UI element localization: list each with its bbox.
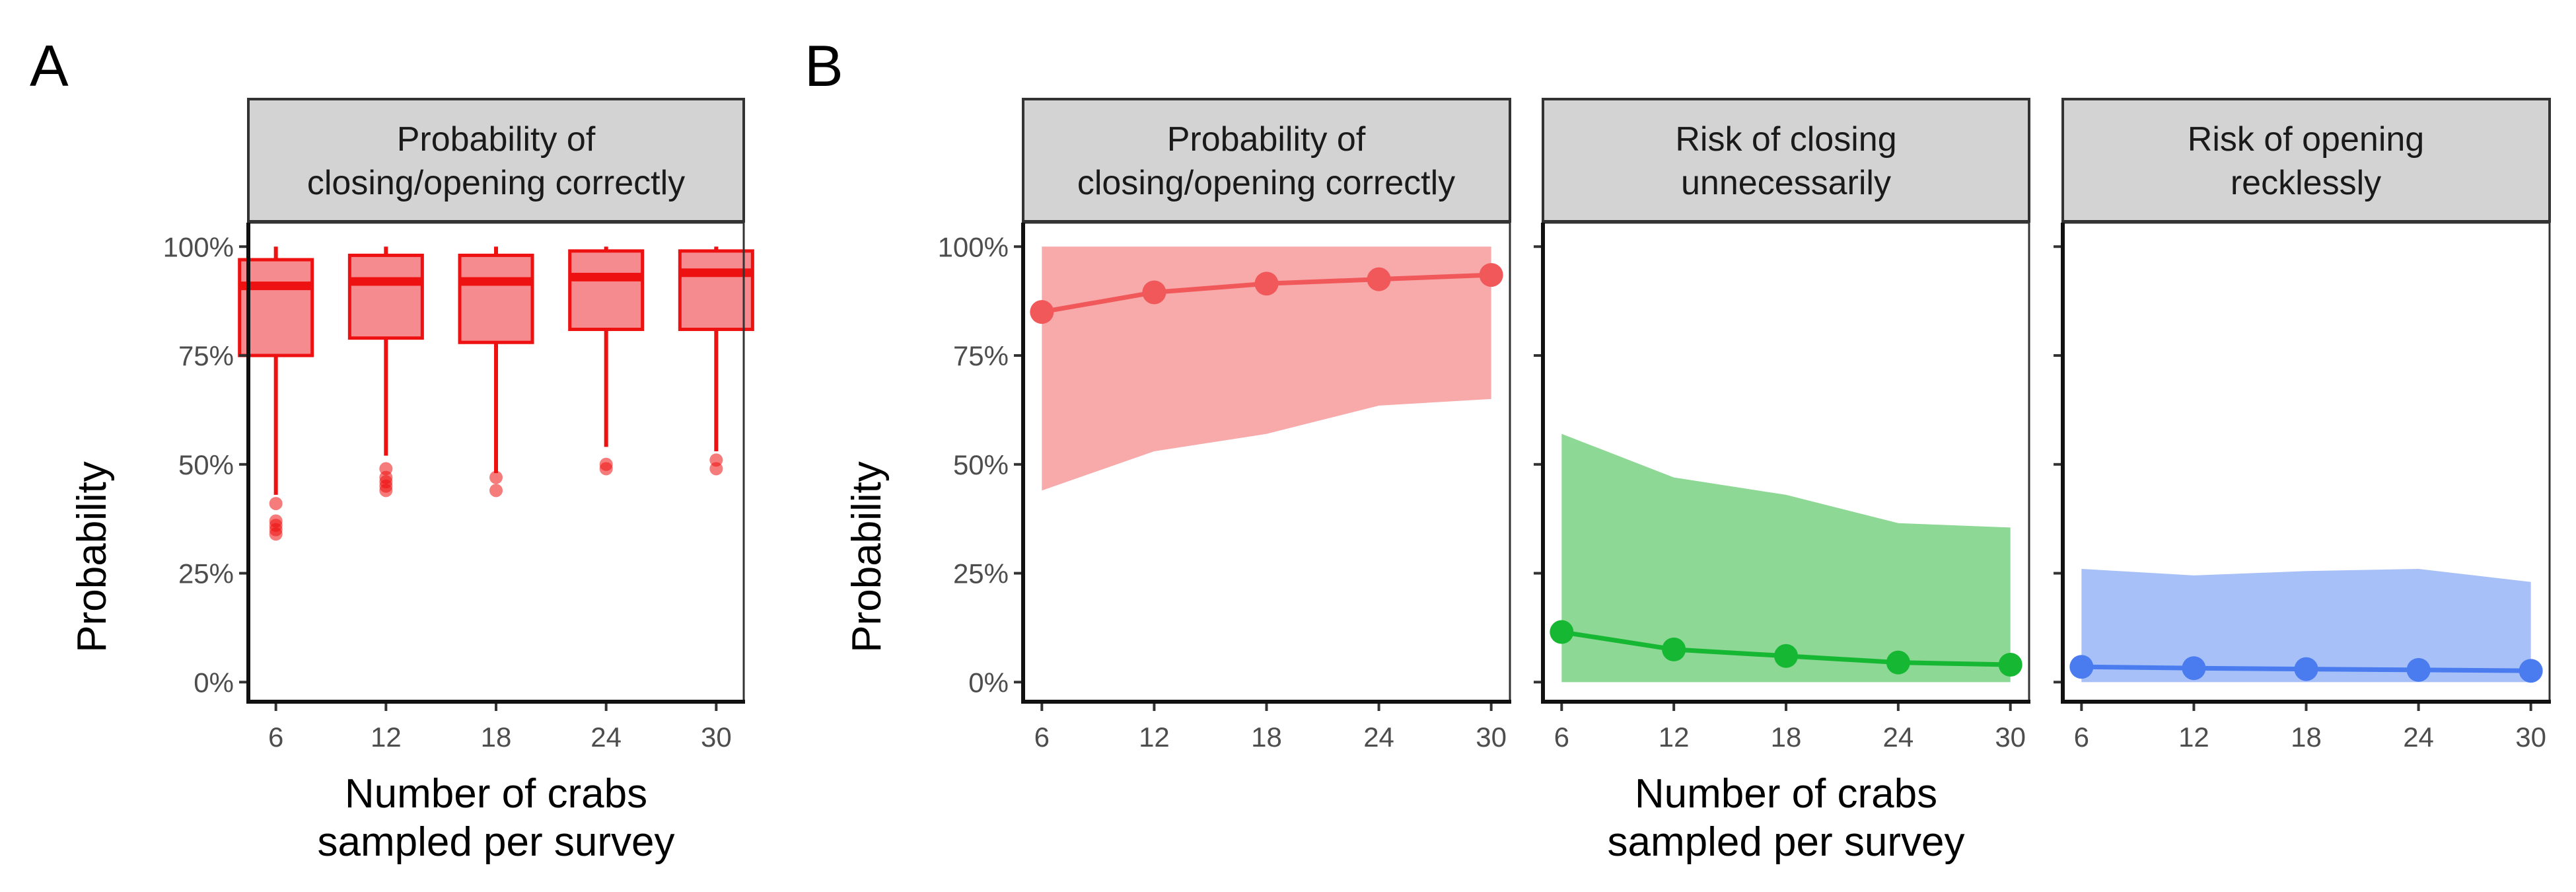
x-tick-label: 30 [2515,722,2546,753]
x-tick-label: 12 [2178,722,2209,753]
x-axis-title-b-line1: Number of crabs [1635,771,1937,817]
strip-b2-title-line1: Risk of closing [1675,120,1896,159]
plot-b1: 0% 25% 50% 75% 100% 6 12 18 24 30 [938,221,1511,753]
panel-label-b: B [805,33,843,98]
uncertainty-band [2081,568,2531,683]
box-iqr [238,258,314,357]
outlier-point [269,497,283,511]
x-tick-label: 24 [2403,722,2434,753]
y-axis-title-b: Probability [844,461,890,652]
data-point [1142,280,1166,305]
x-tick-label: 24 [590,722,622,753]
outlier-point [269,527,283,541]
x-axis-title-a-line2: sampled per survey [317,819,674,865]
data-point [2294,657,2318,681]
y-tick-label: 100% [163,231,234,262]
strip-b2: Risk of closing unnecessarily [1542,98,2030,223]
strip-b1: Probability of closing/opening correctly [1022,98,1511,223]
strip-a: Probability of closing/opening correctly [247,98,745,223]
data-point [1998,652,2022,677]
box-iqr [568,249,645,331]
x-tick-label: 24 [1363,722,1394,753]
data-point [2069,655,2094,679]
x-axis-title-a-line1: Number of crabs [345,771,647,817]
x-axis-title-b-line2: sampled per survey [1607,819,1964,865]
data-point [2406,657,2431,682]
data-point [1662,637,1686,661]
y-tick-label: 50% [953,449,1009,480]
strip-a-title-line2: closing/opening correctly [307,164,685,202]
strip-b1-background [1022,98,1511,223]
strip-a-background [247,98,745,223]
data-point [1367,267,1391,291]
uncertainty-band [1042,246,1491,491]
y-tick-label: 75% [178,340,234,371]
strip-a-title-line1: Probability of [397,120,596,159]
y-tick-label: 75% [953,340,1009,371]
box-iqr [458,253,534,344]
data-point [2182,656,2206,681]
x-tick-label: 6 [2074,722,2089,753]
strip-b3-title-line1: Risk of opening [2188,120,2424,159]
x-tick-label: 18 [2291,722,2322,753]
strip-b3-background [2061,98,2551,223]
outlier-point [709,462,723,476]
box-iqr [678,249,754,331]
outlier-point [599,462,613,476]
y-axis-title-a: Probability [69,461,115,652]
strip-b3: Risk of opening recklessly [2061,98,2551,223]
plot-b3: 6 12 18 24 30 [2054,221,2551,753]
box-iqr [347,253,424,340]
y-tick-label: 100% [938,231,1009,262]
x-tick-label: 6 [268,722,283,753]
x-tick-label: 18 [1771,722,1802,753]
x-tick-label: 24 [1882,722,1914,753]
strip-b1-title-line1: Probability of [1167,120,1366,159]
x-tick-label: 18 [1251,722,1282,753]
data-point [1550,620,1574,644]
x-tick-label: 30 [1476,722,1507,753]
outlier-point [379,484,393,498]
x-tick-label: 6 [1554,722,1569,753]
plot-b2: 6 12 18 24 30 [1534,221,2030,753]
plot-a: 0% 25% 50% 75% 100% 6 12 18 24 30 [163,221,754,753]
x-tick-label: 6 [1034,722,1050,753]
data-point [2519,659,2543,683]
y-tick-label: 25% [953,558,1009,589]
y-tick-label: 25% [178,558,234,589]
uncertainty-band [1561,433,2011,683]
data-point [1479,263,1503,287]
x-tick-label: 12 [371,722,402,753]
x-tick-label: 30 [701,722,732,753]
y-tick-label: 50% [178,449,234,480]
strip-b1-title-line2: closing/opening correctly [1077,164,1455,202]
strip-b2-background [1542,98,2030,223]
y-tick-label: 0% [968,667,1009,698]
x-tick-label: 12 [1139,722,1170,753]
data-point [1030,300,1054,324]
outlier-point [489,470,503,484]
x-tick-label: 30 [1995,722,2026,753]
x-tick-label: 12 [1659,722,1690,753]
outlier-point [489,484,503,498]
data-point [1886,650,1910,675]
y-tick-label: 0% [194,667,234,698]
data-point [1774,644,1798,668]
data-point [1254,272,1279,296]
strip-b3-title-line2: recklessly [2231,164,2381,202]
panel-label-a: A [30,33,69,98]
x-tick-label: 18 [481,722,512,753]
strip-b2-title-line2: unnecessarily [1681,164,1891,202]
